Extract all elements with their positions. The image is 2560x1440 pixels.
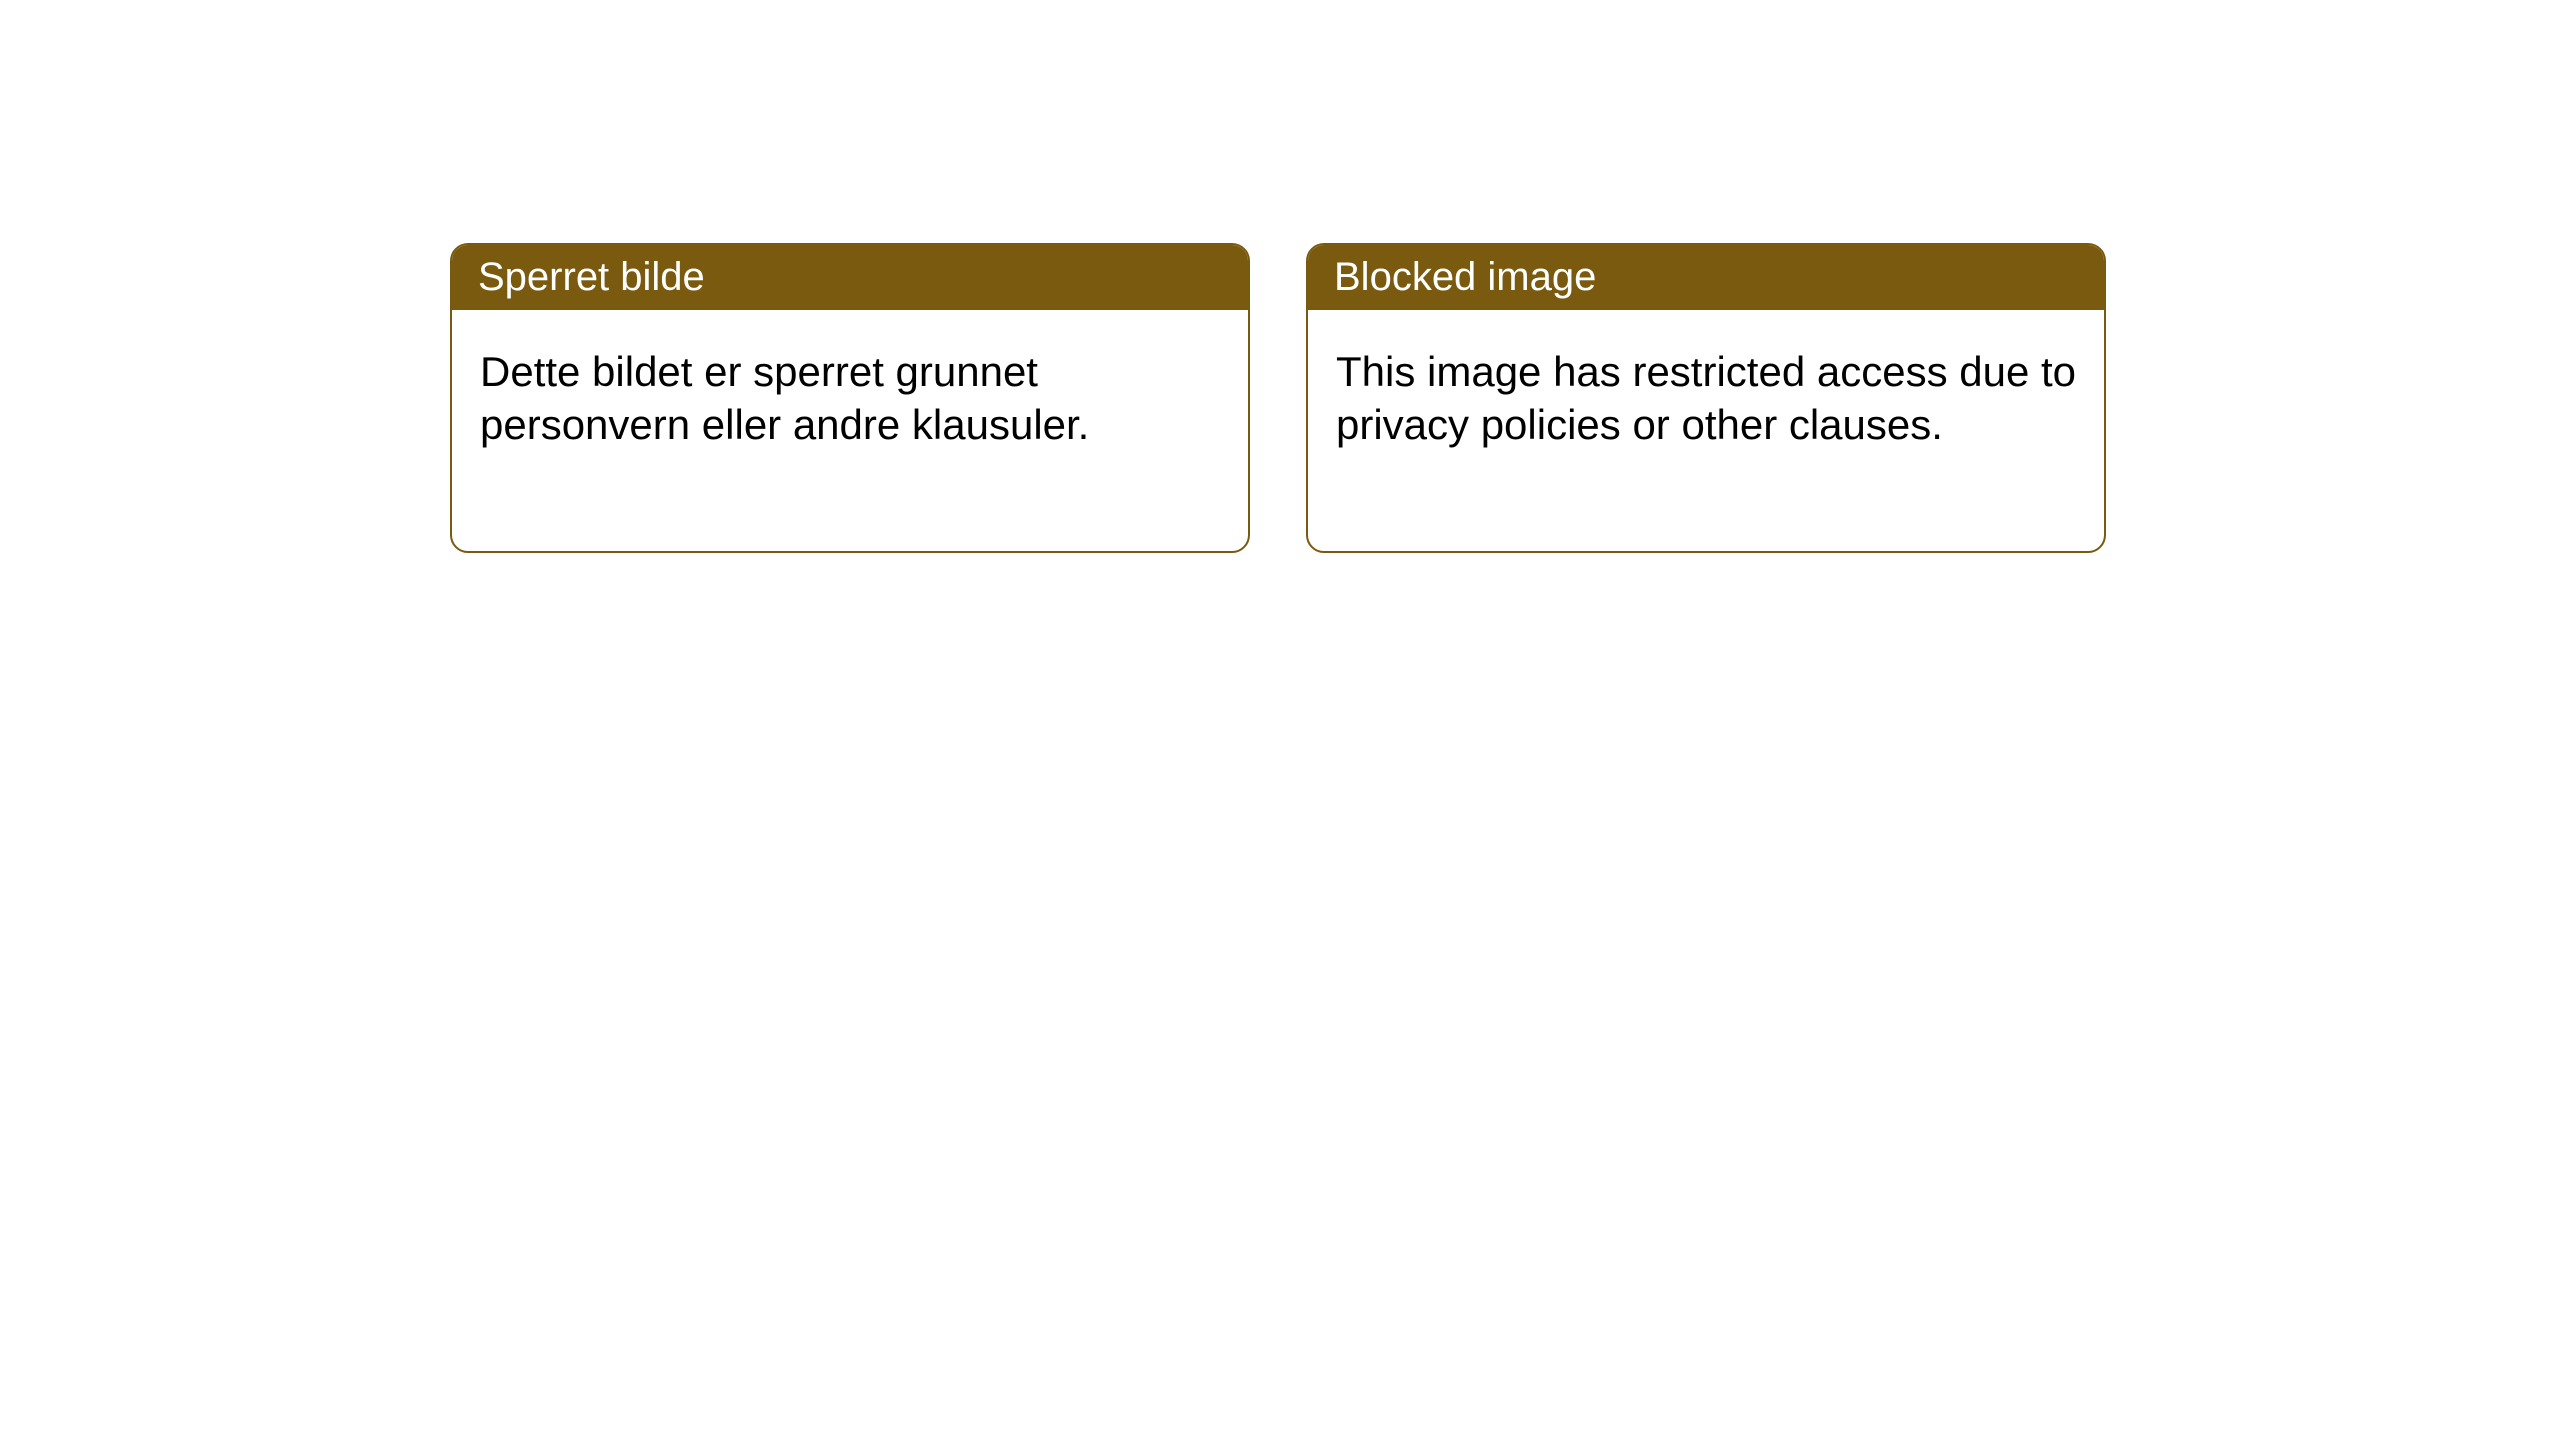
cards-container: Sperret bilde Dette bildet er sperret gr… (0, 0, 2560, 553)
card-body-text: Dette bildet er sperret grunnet personve… (480, 348, 1089, 448)
card-header: Blocked image (1308, 245, 2104, 310)
card-body: This image has restricted access due to … (1308, 310, 2104, 551)
card-title: Sperret bilde (478, 255, 705, 299)
blocked-image-card-no: Sperret bilde Dette bildet er sperret gr… (450, 243, 1250, 553)
card-header: Sperret bilde (452, 245, 1248, 310)
card-body: Dette bildet er sperret grunnet personve… (452, 310, 1248, 551)
card-title: Blocked image (1334, 255, 1596, 299)
card-body-text: This image has restricted access due to … (1336, 348, 2076, 448)
blocked-image-card-en: Blocked image This image has restricted … (1306, 243, 2106, 553)
